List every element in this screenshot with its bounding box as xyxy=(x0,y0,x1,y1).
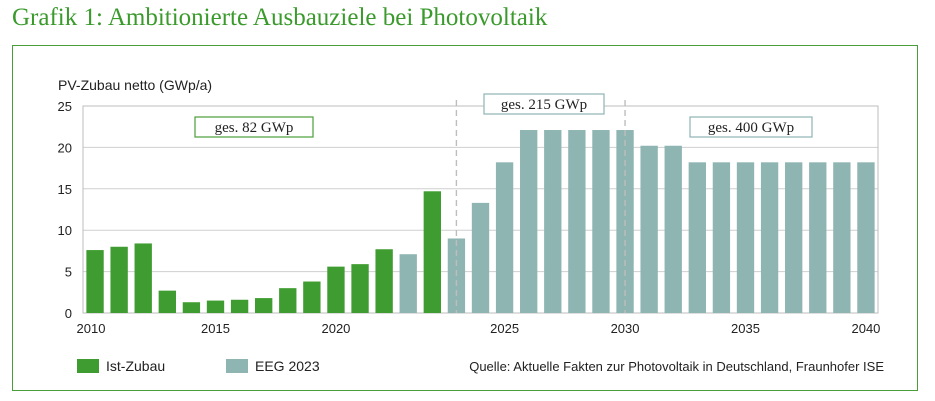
y-tick-label: 25 xyxy=(58,99,72,114)
annotation-label: ges. 82 GWp xyxy=(215,120,294,136)
bar-eeg-2038 xyxy=(809,162,827,313)
bar-eeg-2034 xyxy=(712,162,731,313)
bar-eeg-2033 xyxy=(688,162,706,313)
annotation-box xyxy=(483,93,605,115)
bar-ist-2016 xyxy=(230,299,249,313)
bar-ist-2014 xyxy=(182,302,201,313)
bar-ist-2010 xyxy=(86,250,104,313)
bar-ist-2018 xyxy=(279,288,297,313)
x-ticks: 2010 2015 2020 2025 2030 2035 2040 xyxy=(77,321,881,336)
bar-ist-2013 xyxy=(158,290,176,313)
bar-ist-2011 xyxy=(110,246,128,313)
bar-eeg-2022 xyxy=(399,254,417,313)
annotation-label: ges. 400 GWp xyxy=(708,120,794,136)
page-title: Grafik 1: Ambitionierte Ausbauziele bei … xyxy=(12,4,548,31)
legend-label-ist: Ist-Zubau xyxy=(106,358,165,374)
x-tick-label: 2015 xyxy=(201,321,230,336)
y-tick-label: 20 xyxy=(58,140,72,155)
dividers-group xyxy=(455,100,626,313)
bar-eeg-2032 xyxy=(664,145,682,313)
bar-eeg-2028 xyxy=(568,130,586,313)
y-tick-label: 0 xyxy=(65,306,72,321)
x-tick-label: 2035 xyxy=(731,321,760,336)
x-tick-label: 2030 xyxy=(611,321,640,336)
bar-eeg-2037 xyxy=(785,162,803,313)
x-tick-label: 2040 xyxy=(851,321,880,336)
y-ticks: 0 5 10 15 20 25 xyxy=(58,99,72,321)
bar-ist-2012 xyxy=(134,243,152,313)
bar-eeg-2029 xyxy=(592,130,610,313)
bar-ist-2023 xyxy=(423,191,441,313)
bar-eeg-2031 xyxy=(640,145,658,313)
x-tick-label: 2020 xyxy=(321,321,350,336)
annotations: ges. 82 GWp ges. 215 GWp ges. 400 GWp xyxy=(194,93,813,138)
bar-eeg-2025 xyxy=(495,162,514,313)
bars-group xyxy=(86,130,875,313)
legend-swatch-eeg xyxy=(226,359,248,373)
x-tick-label: 2010 xyxy=(77,321,106,336)
bar-eeg-2040 xyxy=(857,162,875,313)
bar-eeg-2039 xyxy=(833,162,851,313)
y-tick-label: 10 xyxy=(58,223,72,238)
bar-eeg-2035 xyxy=(736,162,755,313)
bar-ist-2017 xyxy=(255,298,273,313)
legend-label-eeg: EEG 2023 xyxy=(255,358,320,374)
annotation-label: ges. 215 GWp xyxy=(501,97,587,113)
y-axis-label: PV-Zubau netto (GWp/a) xyxy=(58,77,212,93)
bar-ist-2020 xyxy=(327,266,345,313)
x-tick-label: 2025 xyxy=(490,321,519,336)
y-tick-label: 15 xyxy=(58,182,72,197)
bar-ist-2015 xyxy=(206,300,225,313)
legend-swatch-ist xyxy=(77,359,99,373)
bar-eeg-2026 xyxy=(520,130,538,313)
bar-ist-2019 xyxy=(303,281,321,313)
annotation-box xyxy=(689,116,813,138)
annotation-box xyxy=(194,116,314,138)
bar-eeg-2027 xyxy=(544,130,562,313)
bar-ist-2022 xyxy=(375,249,393,313)
source-note: Quelle: Aktuelle Fakten zur Photovoltaik… xyxy=(469,359,884,374)
bar-eeg-2036 xyxy=(760,162,779,313)
y-tick-label: 5 xyxy=(65,265,72,280)
bar-ist-2021 xyxy=(351,264,369,313)
bar-eeg-2024 xyxy=(471,202,490,313)
